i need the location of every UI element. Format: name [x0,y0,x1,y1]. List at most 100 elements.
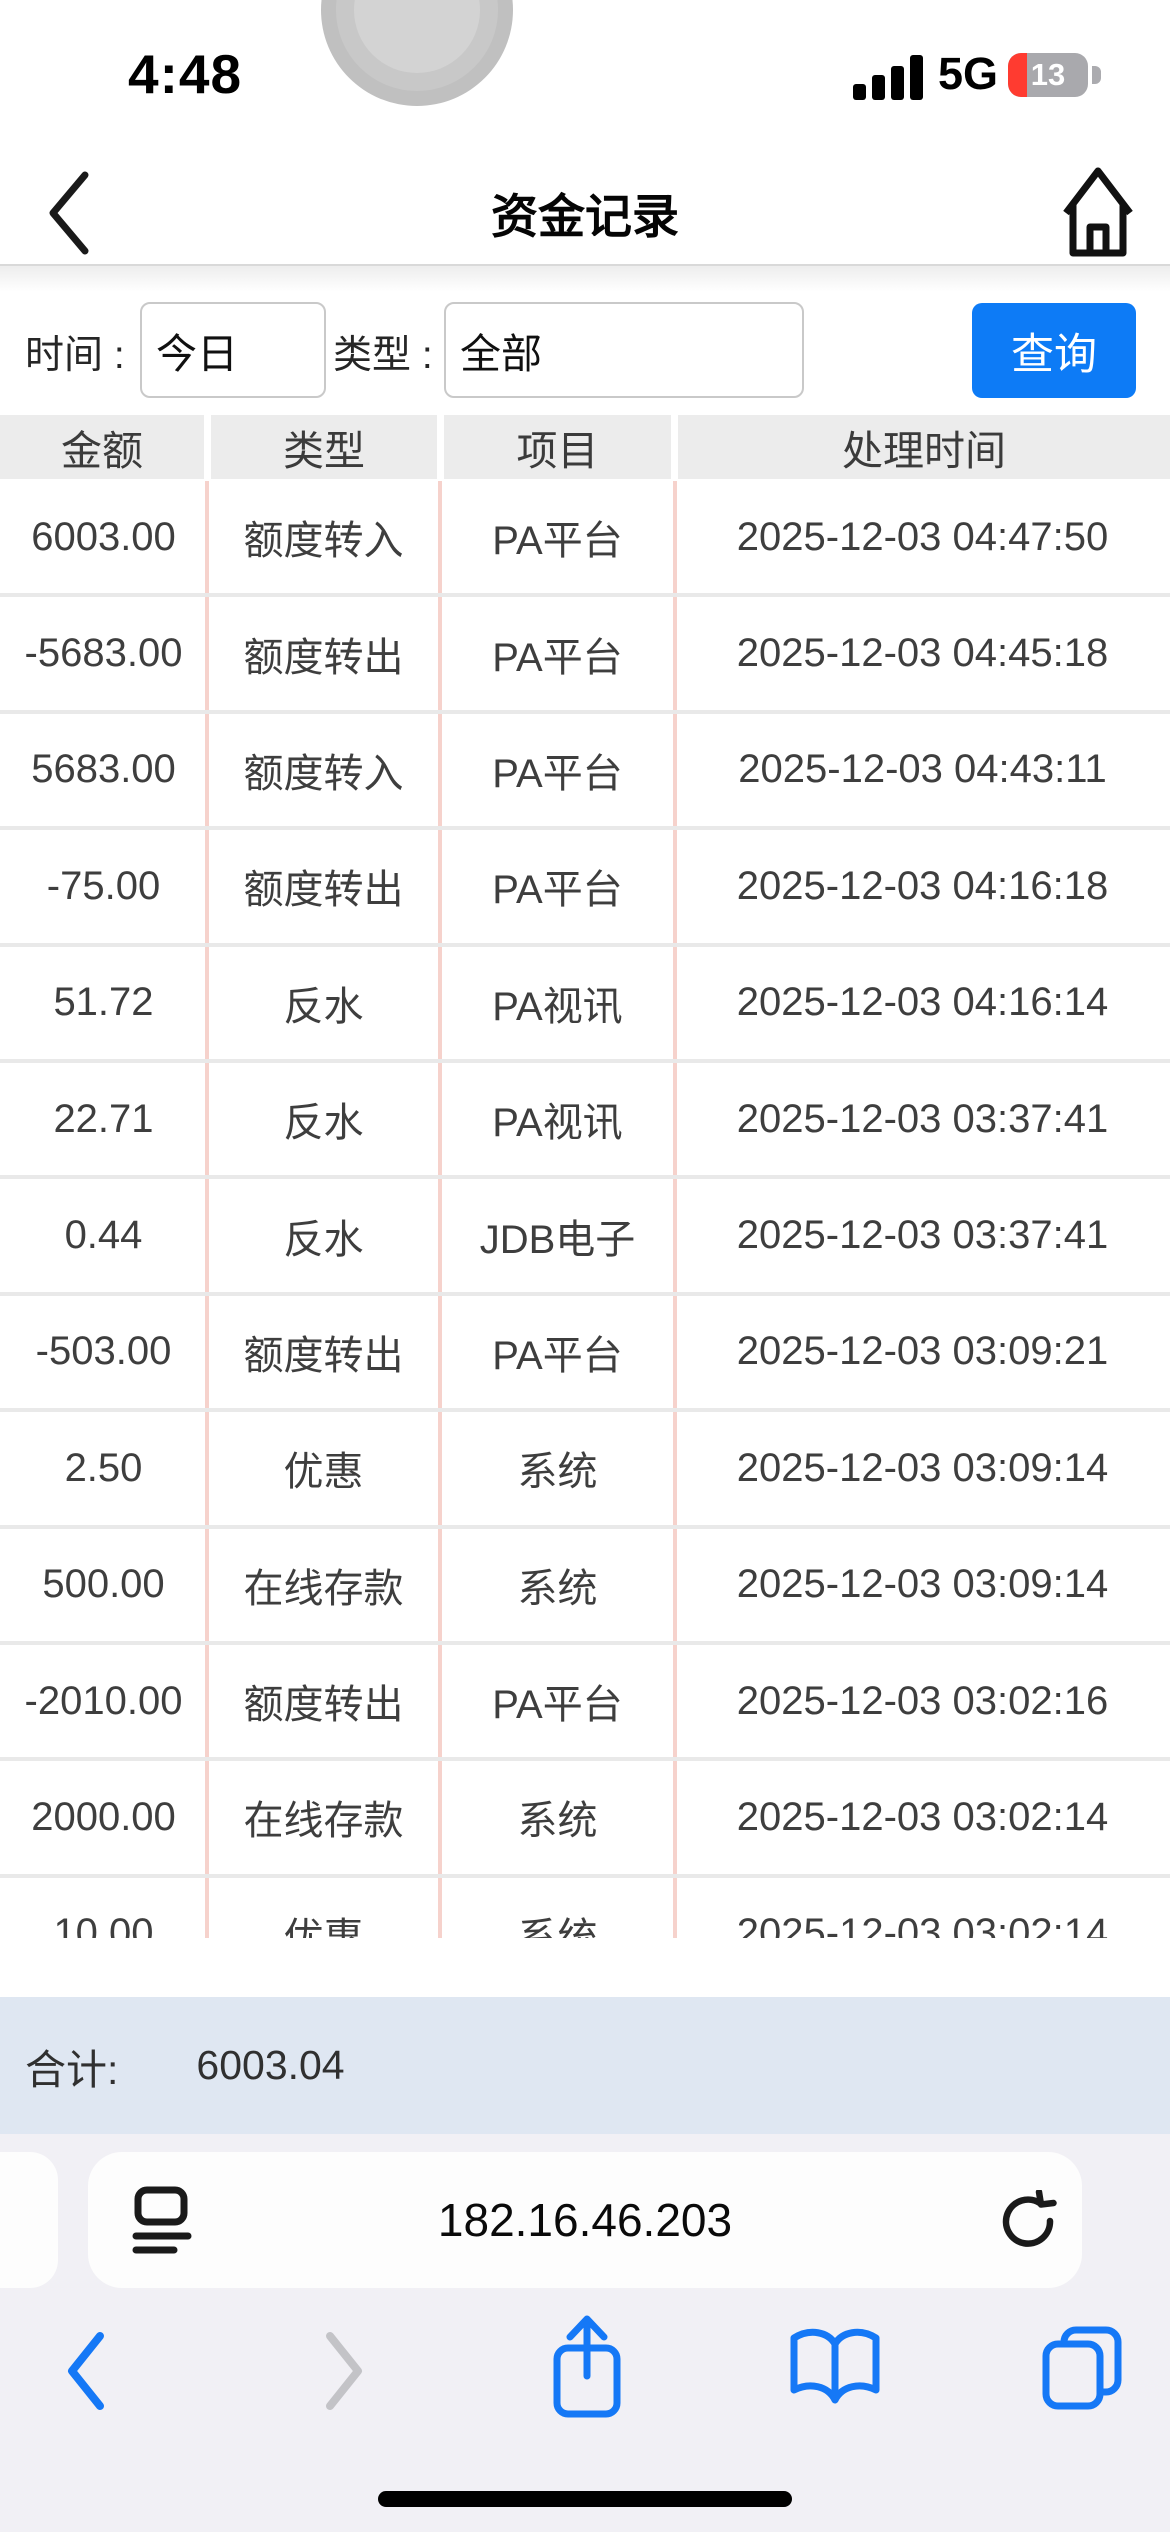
cell-time: 2025-12-03 04:45:18 [736,631,1109,676]
cell-type: 在线存款 [243,1799,404,1844]
table-row: 51.72 反水 PA视讯 2025-12-03 04:16:14 [0,947,1170,1063]
battery-icon: 13 [1008,53,1088,97]
header-amount: 金额 [0,415,204,479]
tabs-icon[interactable] [1038,2324,1126,2415]
home-icon[interactable] [1058,165,1138,259]
table-row: 10.00 优惠 系统 2025-12-03 03:02:14 [0,1878,1170,1938]
refresh-icon[interactable] [998,2188,1060,2257]
header-divider [0,264,1170,266]
address-bar[interactable]: 182.16.46.203 [88,2152,1082,2288]
cell-project: 系统 [517,1799,598,1844]
cell-time: 2025-12-03 03:02:16 [736,1678,1109,1723]
cell-type: 额度转出 [243,1333,404,1378]
cell-project: 系统 [517,1450,598,1495]
records-table-body[interactable]: 6003.00 额度转入 PA平台 2025-12-03 04:47:50 -5… [0,481,1170,1938]
url-text[interactable]: 182.16.46.203 [437,2194,733,2246]
cell-project: PA视讯 [492,1101,623,1146]
cell-type: 优惠 [283,1915,364,1938]
battery-nub [1092,66,1101,84]
cell-type: 额度转出 [243,1683,404,1728]
column-divider [205,481,209,1938]
table-row: 2000.00 在线存款 系统 2025-12-03 03:02:14 [0,1761,1170,1878]
cell-type: 额度转出 [243,635,404,680]
cell-type: 额度转出 [243,868,404,913]
query-button[interactable]: 查询 [972,303,1136,398]
cell-amount: 0.44 [64,1213,143,1258]
cell-amount: 10.00 [53,1911,154,1938]
column-divider [673,481,677,1938]
header-project: 项目 [444,415,671,479]
cell-time: 2025-12-03 03:37:41 [736,1096,1109,1141]
cell-type: 反水 [283,984,364,1029]
summary-label: 合计: [25,2046,119,2093]
cell-amount: -503.00 [35,1329,172,1374]
cell-type: 在线存款 [243,1566,404,1611]
cell-amount: 6003.00 [31,514,176,559]
browser-back-icon[interactable] [62,2330,114,2417]
page-title: 资金记录 [491,189,679,243]
cell-time: 2025-12-03 03:02:14 [736,1911,1109,1938]
cell-type: 反水 [283,1101,364,1146]
cell-project: PA平台 [492,519,623,564]
cell-project: PA平台 [492,1683,623,1728]
time-filter-input[interactable]: 今日 [140,302,326,398]
cell-amount: -75.00 [46,863,161,908]
column-divider [438,481,442,1938]
network-type-label: 5G [938,48,999,99]
cell-amount: 51.72 [53,980,154,1025]
page-header: 资金记录 [0,160,1170,264]
cell-project: PA平台 [492,868,623,913]
summary-total: 6003.04 [196,2042,345,2088]
bookmarks-icon[interactable] [788,2326,882,2415]
share-icon[interactable] [546,2314,628,2425]
table-row: 500.00 在线存款 系统 2025-12-03 03:09:14 [0,1529,1170,1645]
signal-strength-icon [853,54,923,100]
table-row: 6003.00 额度转入 PA平台 2025-12-03 04:47:50 [0,481,1170,598]
records-table-header: 金额 类型 项目 处理时间 [0,415,1170,479]
header-time: 处理时间 [678,415,1170,479]
cell-type: 优惠 [283,1450,364,1495]
time-filter-label: 时间 : [25,334,125,377]
cell-time: 2025-12-03 03:37:41 [736,1213,1109,1258]
cell-project: 系统 [517,1915,598,1938]
cell-amount: 2.50 [64,1445,143,1490]
table-row: 0.44 反水 JDB电子 2025-12-03 03:37:41 [0,1179,1170,1296]
cell-project: PA平台 [492,751,623,796]
cell-time: 2025-12-03 03:09:14 [736,1562,1109,1607]
cell-time: 2025-12-03 03:02:14 [736,1794,1109,1839]
browser-forward-icon[interactable] [316,2330,368,2417]
table-row: -5683.00 额度转出 PA平台 2025-12-03 04:45:18 [0,597,1170,714]
cell-amount: 5683.00 [31,747,176,792]
cell-amount: -5683.00 [24,631,183,676]
cell-project: PA平台 [492,635,623,680]
type-filter-input[interactable]: 全部 [444,302,804,398]
table-row: 22.71 反水 PA视讯 2025-12-03 03:37:41 [0,1063,1170,1180]
cell-project: PA平台 [492,1333,623,1378]
adjacent-tab-peek[interactable] [0,2152,58,2288]
header-type: 类型 [211,415,437,479]
table-row: -503.00 额度转出 PA平台 2025-12-03 03:09:21 [0,1296,1170,1413]
browser-chrome: 182.16.46.203 [0,2134,1170,2532]
cell-type: 反水 [283,1217,364,1262]
cell-project: 系统 [517,1566,598,1611]
home-indicator[interactable] [378,2491,792,2507]
cell-project: JDB电子 [479,1217,636,1262]
cell-time: 2025-12-03 03:09:21 [736,1329,1109,1374]
cell-type: 额度转入 [243,751,404,796]
cell-time: 2025-12-03 04:16:18 [736,863,1109,908]
reader-icon[interactable] [132,2186,196,2261]
status-time: 4:48 [128,43,243,105]
summary-bar: 合计: 6003.04 [0,1997,1170,2134]
cell-time: 2025-12-03 04:43:11 [738,747,1107,792]
cell-amount: 22.71 [53,1096,154,1141]
cell-type: 额度转入 [243,519,404,564]
back-chevron-icon[interactable] [45,170,97,256]
table-rows: 6003.00 额度转入 PA平台 2025-12-03 04:47:50 -5… [0,481,1170,1938]
cell-amount: -2010.00 [24,1678,183,1723]
table-row: 5683.00 额度转入 PA平台 2025-12-03 04:43:11 [0,714,1170,831]
table-row: -75.00 额度转出 PA平台 2025-12-03 04:16:18 [0,830,1170,947]
battery-percent-label: 13 [1030,57,1066,92]
type-filter-label: 类型 : [333,334,433,377]
cell-amount: 500.00 [42,1562,165,1607]
